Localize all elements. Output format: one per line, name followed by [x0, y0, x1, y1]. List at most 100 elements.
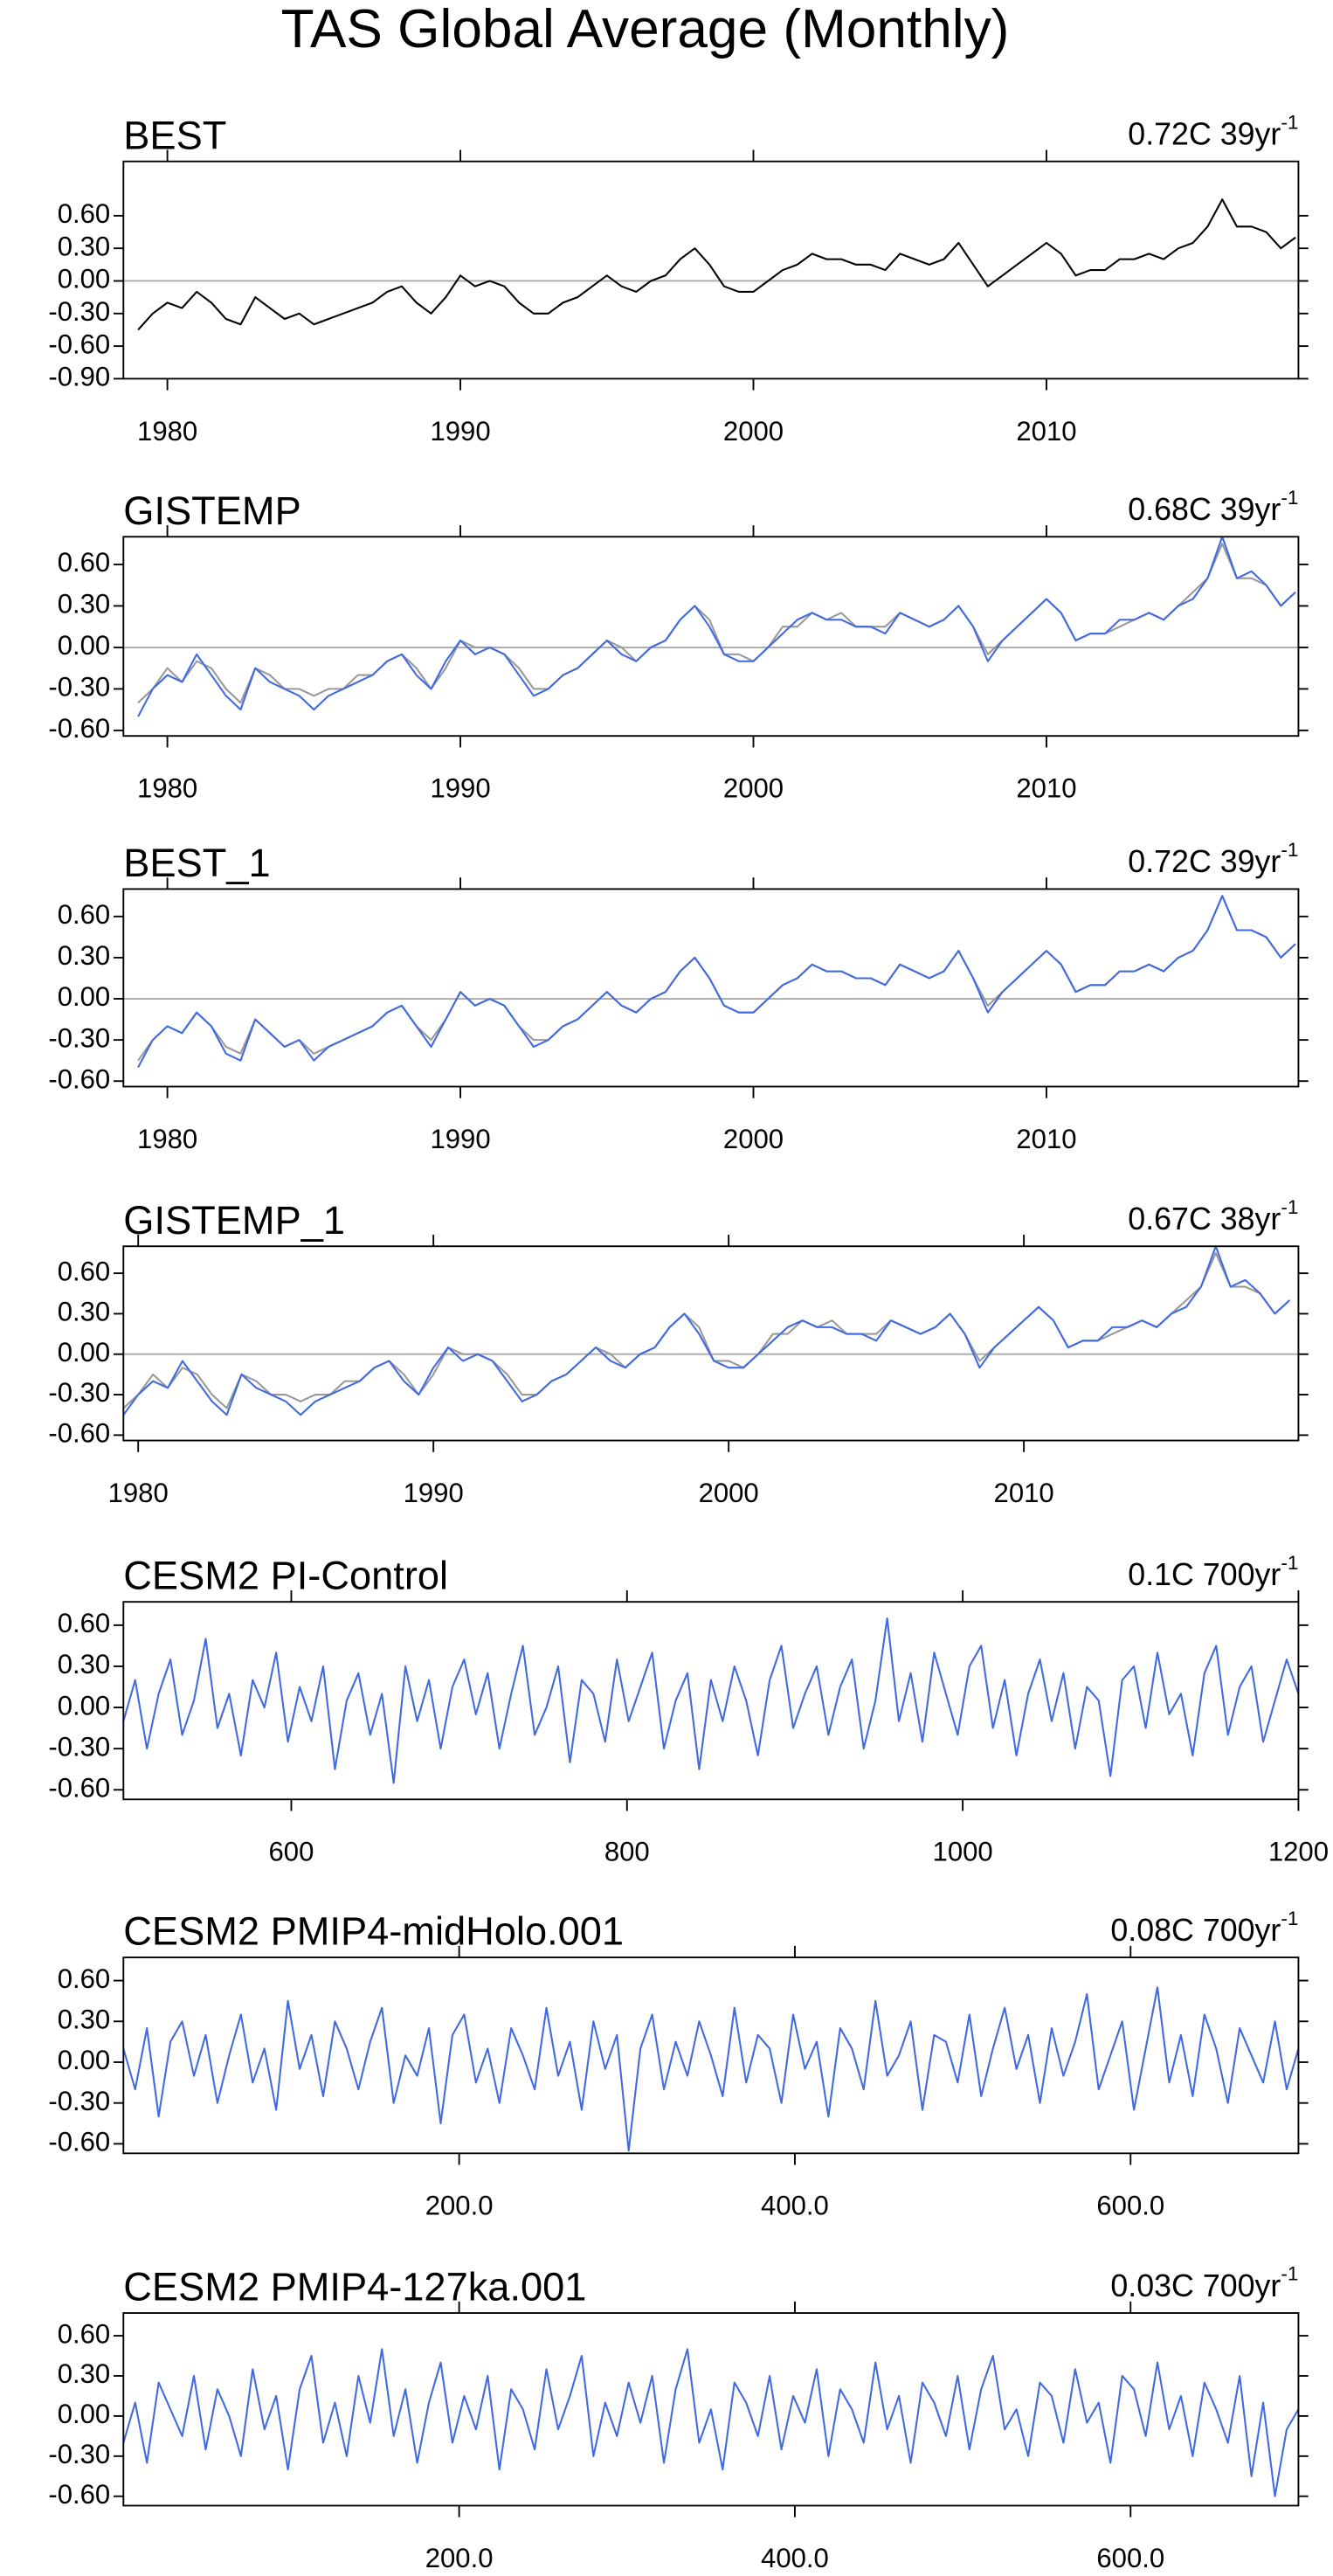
y-tick-label: -0.30 — [48, 1377, 110, 1408]
panel-title: BEST_1 — [123, 841, 270, 885]
panel-title: CESM2 PMIP4-127ka.001 — [123, 2265, 586, 2309]
trend-sup: -1 — [1281, 839, 1298, 861]
panel-title: CESM2 PI-Control — [123, 1554, 448, 1598]
trend-sup: -1 — [1281, 1552, 1298, 1574]
trend-text: 0.03C 700yr — [1110, 2268, 1281, 2303]
panel-title: GISTEMP — [123, 488, 300, 533]
x-tick-label: 1980 — [137, 1124, 197, 1154]
x-tick-label: 1980 — [137, 416, 197, 447]
trend-sup: -1 — [1281, 1196, 1298, 1218]
x-tick-label: 600 — [269, 1837, 314, 1867]
y-tick-label: 0.30 — [58, 2004, 111, 2034]
x-tick-label: 1990 — [430, 416, 490, 447]
series-line — [137, 895, 1296, 1069]
x-tick-label: 200.0 — [425, 2543, 494, 2573]
x-tick-label: 2000 — [723, 773, 784, 804]
y-tick-label: -0.30 — [48, 1731, 110, 1762]
trend-text: 0.72C 39yr — [1128, 117, 1281, 152]
panel-trend: 0.72C 39yr-1 — [1128, 111, 1298, 152]
x-tick-label: 2000 — [699, 1478, 759, 1508]
series-line — [137, 536, 1296, 717]
panel-trend: 0.67C 38yr-1 — [1128, 1196, 1298, 1237]
x-tick-label: 2010 — [1016, 1124, 1076, 1154]
y-tick-label: 0.00 — [58, 1337, 111, 1368]
y-tick-label: -0.60 — [48, 329, 110, 359]
plot-frame — [122, 536, 1300, 737]
y-tick-label: -0.30 — [48, 2086, 110, 2116]
y-tick-label: 0.60 — [58, 2318, 111, 2349]
y-tick-label: -0.60 — [48, 2127, 110, 2157]
x-tick-label: 1980 — [137, 773, 197, 804]
y-tick-label: -0.30 — [48, 672, 110, 703]
plot-frame — [122, 888, 1300, 1088]
series-line — [137, 198, 1296, 331]
x-tick-label: 400.0 — [761, 2191, 829, 2221]
trend-text: 0.67C 38yr — [1128, 1201, 1281, 1236]
y-tick-label: -0.60 — [48, 1772, 110, 1803]
x-tick-label: 2010 — [994, 1478, 1054, 1508]
y-tick-label: -0.60 — [48, 1063, 110, 1094]
x-tick-label: 800 — [604, 1837, 650, 1867]
trend-sup: -1 — [1281, 1908, 1298, 1929]
x-tick-label: 600.0 — [1096, 2543, 1164, 2573]
x-tick-label: 600.0 — [1096, 2191, 1164, 2221]
panel-trend: 0.08C 700yr-1 — [1110, 1908, 1298, 1949]
panel-title: BEST — [123, 113, 226, 157]
series-line — [137, 543, 1296, 704]
y-tick-label: -0.30 — [48, 296, 110, 327]
figure-title: TAS Global Average (Monthly) — [281, 0, 1010, 59]
series-line — [122, 1245, 1291, 1416]
y-tick-label: -0.30 — [48, 1022, 110, 1053]
x-tick-label: 400.0 — [761, 2543, 829, 2573]
trend-text: 0.72C 39yr — [1128, 845, 1281, 880]
x-tick-label: 1980 — [108, 1478, 169, 1508]
y-tick-label: 0.00 — [58, 1690, 111, 1721]
x-tick-label: 1990 — [430, 1124, 490, 1154]
plot-frame — [122, 2312, 1300, 2507]
panel-trend: 0.03C 700yr-1 — [1110, 2263, 1298, 2304]
y-tick-label: 0.60 — [58, 1608, 111, 1638]
y-tick-label: 0.60 — [58, 1256, 111, 1286]
trend-sup: -1 — [1281, 2263, 1298, 2285]
x-tick-label: 2000 — [723, 1124, 784, 1154]
y-tick-label: 0.30 — [58, 589, 111, 620]
x-tick-label: 1990 — [430, 773, 490, 804]
trend-text: 0.08C 700yr — [1110, 1913, 1281, 1948]
trend-sup: -1 — [1281, 111, 1298, 133]
y-tick-label: 0.30 — [58, 231, 111, 261]
y-tick-label: 0.00 — [58, 264, 111, 294]
plot-frame — [122, 1245, 1300, 1442]
panel-trend: 0.1C 700yr-1 — [1128, 1552, 1298, 1593]
series-line — [122, 2348, 1300, 2497]
x-tick-label: 1000 — [933, 1837, 993, 1867]
panel-trend: 0.72C 39yr-1 — [1128, 839, 1298, 880]
plot-frame — [122, 1601, 1300, 1801]
x-tick-label: 1200 — [1268, 1837, 1329, 1867]
y-tick-label: 0.00 — [58, 981, 111, 1012]
y-tick-label: 0.00 — [58, 2045, 111, 2075]
y-tick-label: 0.60 — [58, 198, 111, 229]
y-tick-label: -0.60 — [48, 713, 110, 744]
y-tick-label: -0.90 — [48, 362, 110, 392]
y-tick-label: 0.30 — [58, 1297, 111, 1327]
y-tick-label: 0.00 — [58, 2399, 111, 2429]
y-tick-label: 0.30 — [58, 1649, 111, 1679]
y-tick-label: -0.30 — [48, 2439, 110, 2469]
panel-title: GISTEMP_1 — [123, 1198, 345, 1243]
series-line — [122, 1617, 1300, 1784]
plot-frame — [122, 1956, 1300, 2155]
x-tick-label: 2010 — [1016, 773, 1076, 804]
x-tick-label: 2010 — [1016, 416, 1076, 447]
y-tick-label: 0.30 — [58, 2358, 111, 2389]
y-tick-label: 0.60 — [58, 899, 111, 930]
y-tick-label: -0.60 — [48, 1418, 110, 1449]
x-tick-label: 200.0 — [425, 2191, 494, 2221]
y-tick-label: 0.00 — [58, 630, 111, 661]
plot-frame — [122, 160, 1300, 380]
series-line — [137, 895, 1296, 1062]
trend-text: 0.1C 700yr — [1128, 1557, 1281, 1592]
panel-trend: 0.68C 39yr-1 — [1128, 487, 1298, 528]
y-tick-label: 0.60 — [58, 1963, 111, 1994]
